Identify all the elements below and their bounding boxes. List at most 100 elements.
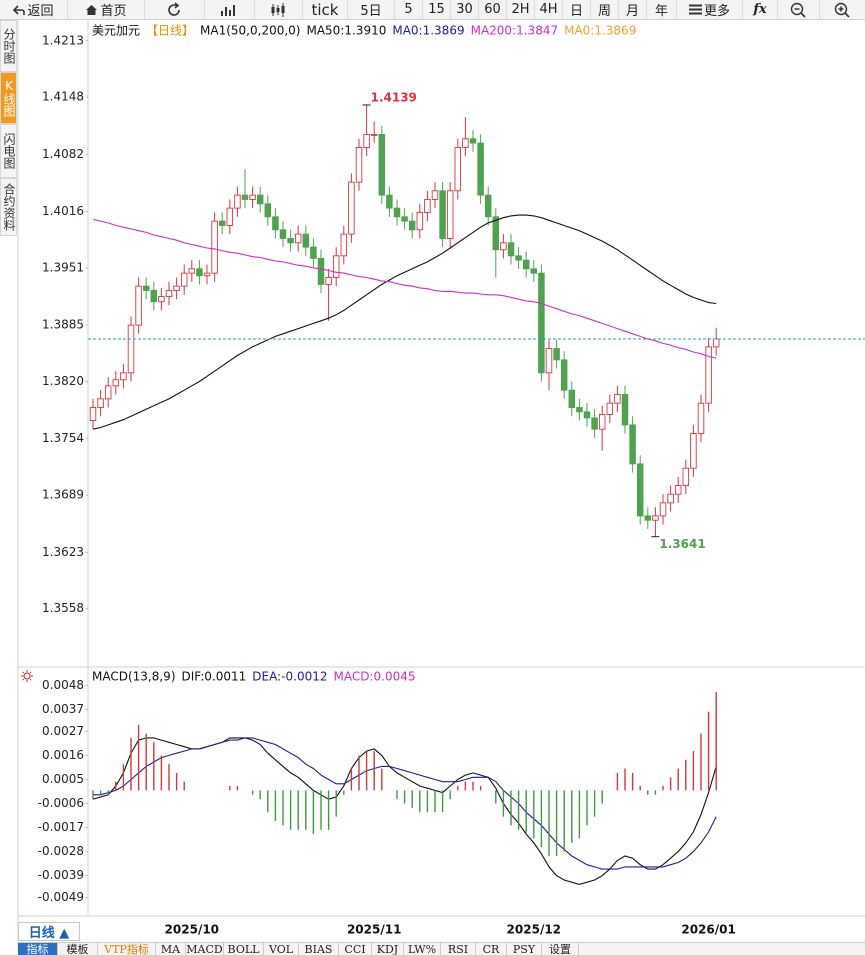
legend-entry: MACD:0.0045 — [333, 670, 415, 684]
period-button[interactable]: tick — [303, 0, 348, 19]
tab[interactable]: LW% — [404, 943, 441, 955]
period-button[interactable]: 30 — [451, 0, 479, 19]
period-label: 【日线】 — [146, 24, 194, 38]
candle-body — [142, 285, 150, 291]
tab[interactable]: 模板 — [58, 943, 98, 955]
candle-body — [256, 194, 264, 205]
period-button[interactable]: 15 — [423, 0, 451, 19]
period-button[interactable]: 2H — [507, 0, 535, 19]
y-tick-label: 1.3558 — [42, 601, 84, 615]
candle-body — [112, 379, 120, 387]
more-button[interactable]: 更多 — [677, 0, 743, 19]
candle-body — [462, 138, 469, 148]
side-tab[interactable]: 合约资料 — [0, 178, 17, 236]
y-tick-label: -0.0028 — [38, 844, 84, 858]
candle-body — [104, 385, 112, 400]
home-button[interactable]: 首页 — [68, 0, 145, 19]
candle-button[interactable] — [255, 0, 303, 19]
candle-body — [279, 229, 287, 239]
tab[interactable]: BIAS — [299, 943, 339, 955]
legend-entry: MA200:1.3847 — [471, 24, 559, 38]
candle-body — [97, 398, 104, 408]
tab[interactable]: PSY — [507, 943, 542, 955]
settings-icon[interactable] — [21, 670, 33, 682]
back-button[interactable]: 返回 — [0, 0, 68, 19]
candle-body — [522, 259, 530, 270]
tab[interactable]: BOLL — [224, 943, 264, 955]
x-tick-label: 2025/12 — [507, 923, 561, 937]
candle-body — [241, 194, 249, 200]
period-button[interactable]: 周 — [591, 0, 619, 19]
candle-body — [188, 268, 196, 274]
period-button[interactable]: 5 — [395, 0, 423, 19]
button-label: 返回 — [27, 4, 54, 19]
ma-line — [92, 218, 717, 359]
y-tick-label: -0.0049 — [38, 890, 84, 904]
tab[interactable]: MA — [156, 943, 186, 955]
y-tick-label: 1.3951 — [42, 260, 84, 274]
candle-body — [135, 285, 142, 326]
refresh-button[interactable] — [145, 0, 205, 19]
tab[interactable]: CCI — [339, 943, 372, 955]
candle-body — [196, 268, 203, 277]
candle-body — [507, 242, 515, 257]
period-button[interactable]: 60 — [479, 0, 507, 19]
tab[interactable]: MACD — [186, 943, 224, 955]
candle-body — [591, 417, 598, 430]
chart-type-button[interactable] — [205, 0, 255, 19]
legend-entry: DEA:-0.0012 — [252, 670, 327, 684]
legend-entry: MA0:1.3869 — [392, 24, 464, 38]
candle-body — [355, 146, 363, 183]
tab[interactable]: 指标 — [18, 943, 58, 955]
y-tick-label: 1.3754 — [42, 431, 84, 445]
toolbar: 返回 首页 tick 5日 5 15 30 60 2H 4H 日 周 月 年 更… — [0, 0, 865, 20]
candle-body — [325, 277, 332, 285]
period-button[interactable]: 4H — [535, 0, 563, 19]
candle-body — [568, 389, 576, 408]
candle-body — [439, 190, 446, 239]
candle-body — [621, 394, 629, 426]
period-selector[interactable]: 日线 ▲ — [18, 922, 80, 941]
candle-body — [477, 142, 484, 196]
period-button[interactable]: 年 — [647, 0, 677, 19]
candle-body — [530, 268, 538, 274]
candle-body — [712, 338, 720, 348]
x-tick-label: 2025/10 — [165, 923, 219, 937]
period-button[interactable]: 日 — [563, 0, 591, 19]
tab[interactable]: VTP指标 — [98, 943, 156, 955]
candle-body — [469, 138, 477, 144]
period-button[interactable]: 5日 — [348, 0, 395, 19]
side-tab[interactable]: 分时图 — [0, 20, 17, 72]
zoom-in-button[interactable] — [820, 0, 865, 19]
tab[interactable]: CR — [476, 943, 507, 955]
candle-body — [431, 190, 439, 200]
candle-body — [264, 203, 272, 218]
candle-body — [576, 407, 583, 413]
y-tick-label: 1.4148 — [42, 90, 84, 104]
candle-body — [226, 207, 234, 226]
candle-body — [272, 216, 279, 231]
zoom-out-button[interactable] — [778, 0, 820, 19]
side-tab[interactable]: 闪电图 — [0, 124, 17, 178]
candle-body — [705, 346, 712, 404]
candle-body — [500, 242, 507, 251]
formula-button[interactable]: fx — [743, 0, 778, 19]
candle-body — [538, 272, 545, 374]
candle-body — [697, 402, 705, 434]
candle-body — [454, 146, 462, 192]
tab[interactable]: KDJ — [372, 943, 404, 955]
tab[interactable]: 设置 — [542, 943, 579, 955]
x-tick-label: 2026/01 — [681, 923, 735, 937]
candle-body — [165, 290, 173, 298]
period-button[interactable]: 月 — [619, 0, 647, 19]
candle-body — [310, 246, 317, 259]
chart-title: MACD(13,8,9) — [92, 670, 176, 684]
y-tick-label: -0.0006 — [38, 796, 84, 810]
candle-body — [127, 324, 135, 374]
indicator-label: MA1(50,0,200,0) — [200, 24, 300, 38]
candle-body — [158, 296, 165, 303]
tab[interactable]: VOL — [264, 943, 299, 955]
side-tab[interactable]: K线图 — [0, 72, 17, 124]
tab[interactable]: RSI — [441, 943, 476, 955]
